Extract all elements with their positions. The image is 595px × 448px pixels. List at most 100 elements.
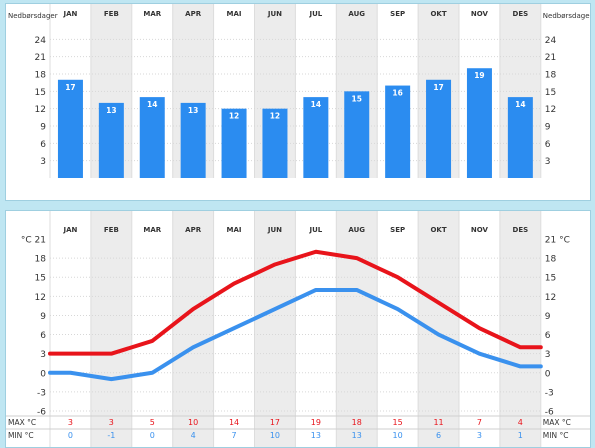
max-temperature-point (314, 250, 318, 254)
bar (180, 102, 206, 178)
bar (303, 97, 329, 178)
y-tick-label-left: 3 (40, 350, 46, 360)
min-temperature-point (314, 288, 318, 292)
y-tick-label-left: 9 (40, 312, 46, 322)
max-temperature-line (48, 249, 543, 356)
month-label: NOV (471, 226, 489, 234)
min-temperature-line (48, 287, 543, 382)
min-temperature-point (68, 371, 73, 375)
y-tick-label-right: 3 (545, 350, 551, 360)
month-shade-band (418, 211, 459, 447)
y-tick-label-right: 9 (545, 123, 551, 133)
y-tick-label-left: -3 (37, 388, 46, 398)
month-label: OKT (430, 226, 446, 234)
y-tick-label-left: 18 (35, 255, 47, 265)
month-label: SEP (390, 226, 405, 234)
max-temperature-point (355, 256, 359, 260)
min-row-label-right: MIN °C (543, 431, 569, 440)
max-temperature-value-label: 7 (477, 418, 482, 427)
y-tick-label-left: 12 (35, 105, 46, 115)
month-label: FEB (104, 226, 119, 234)
month-label: APR (185, 10, 202, 18)
y-tick-label-right: 6 (545, 140, 551, 150)
max-temperature-value-label: 18 (352, 418, 362, 427)
bar (221, 108, 247, 178)
month-label: APR (185, 226, 202, 234)
y-tick-label-right: 15 (545, 274, 556, 284)
min-temperature-point (273, 307, 277, 311)
max-temperature-value-label: 17 (270, 418, 280, 427)
bar-value-label: 17 (65, 83, 75, 92)
temperature-chart-panel: -6 -6 -3 -3 0 0 3 3 6 6 9 9 12 12 15 15 18 18 °C 21 21 °C JA… (5, 210, 591, 448)
y-tick-label-left: 6 (40, 140, 46, 150)
max-temperature-point (68, 352, 73, 356)
y-tick-label-left: 18 (35, 71, 47, 81)
max-temperature-point (518, 345, 522, 349)
month-shade-band (499, 211, 541, 447)
max-temperature-value-label: 10 (188, 418, 198, 427)
month-label: NOV (471, 10, 489, 18)
month-label: JAN (63, 10, 78, 18)
min-temperature-value-label: 13 (311, 431, 321, 440)
max-temperature-value-label: 3 (68, 418, 73, 427)
min-temperature-value-label: 10 (393, 431, 403, 440)
max-temperature-value-label: 5 (150, 418, 155, 427)
min-temperature-point (232, 326, 236, 330)
bar (466, 68, 492, 178)
precipitation-days-chart: 3 3 6 6 9 9 12 12 15 15 18 18 21 21 24 24 Nedbørsdager Ne… (8, 4, 590, 178)
min-temperature-point (150, 371, 154, 375)
y-axis-label-left: Nedbørsdager (8, 12, 58, 20)
min-temperature-point (396, 307, 400, 311)
bar-value-label: 13 (188, 106, 198, 115)
y-axis-top-label-right: 21 °C (545, 236, 570, 246)
min-temperature-point (191, 345, 195, 349)
month-label: AUG (348, 226, 365, 234)
bar (426, 79, 452, 178)
min-temperature-value-label: 10 (270, 431, 280, 440)
month-label: DES (513, 226, 529, 234)
month-label: JUL (308, 10, 322, 18)
max-temperature-point (477, 326, 482, 330)
bar-value-label: 17 (433, 83, 443, 92)
min-temperature-point (518, 364, 522, 369)
y-tick-label-right: -3 (545, 388, 554, 398)
min-temperature-value-label: 13 (352, 431, 362, 440)
min-temperature-value-label: 4 (191, 431, 196, 440)
max-temperature-value-label: 3 (109, 418, 114, 427)
month-label: DES (513, 10, 529, 18)
min-temperature-value-label: 6 (436, 431, 441, 440)
bar (344, 91, 370, 178)
max-temperature-point (273, 262, 277, 267)
min-temperature-point (436, 332, 441, 337)
y-tick-label-left: 15 (35, 88, 46, 98)
bar-value-label: 14 (147, 100, 157, 109)
max-temperature-value-label: 15 (393, 418, 403, 427)
month-shade-band (172, 211, 214, 447)
y-tick-label-left: 6 (40, 331, 46, 341)
min-row-label-left: MIN °C (8, 431, 34, 440)
y-tick-label-left: 21 (35, 53, 46, 63)
max-row-label-left: MAX °C (8, 418, 36, 427)
month-label: JUN (267, 226, 282, 234)
y-tick-label-left: 15 (35, 274, 46, 284)
precipitation-days-chart-panel: 3 3 6 6 9 9 12 12 15 15 18 18 21 21 24 24 Nedbørsdager Ne… (5, 3, 591, 201)
max-temperature-value-label: 4 (518, 418, 523, 427)
y-tick-label-right: 15 (545, 88, 556, 98)
month-label: JUL (308, 226, 322, 234)
y-tick-label-right: 18 (545, 71, 557, 81)
y-tick-label-right: 12 (545, 293, 556, 303)
max-temperature-point (396, 275, 400, 279)
max-row-label-right: MAX °C (543, 418, 571, 427)
bar-value-label: 12 (270, 112, 280, 121)
y-axis-top-label-left: °C 21 (21, 236, 46, 246)
min-temperature-value-label: 0 (68, 431, 73, 440)
min-temperature-point (477, 352, 482, 356)
y-tick-label-left: 12 (35, 293, 46, 303)
bar-value-label: 14 (311, 100, 321, 109)
y-tick-label-right: 21 (545, 53, 556, 63)
bar-value-label: 13 (106, 106, 116, 115)
max-temperature-point (109, 352, 113, 356)
min-temperature-value-label: 3 (477, 431, 482, 440)
max-temperature-point (232, 281, 236, 286)
